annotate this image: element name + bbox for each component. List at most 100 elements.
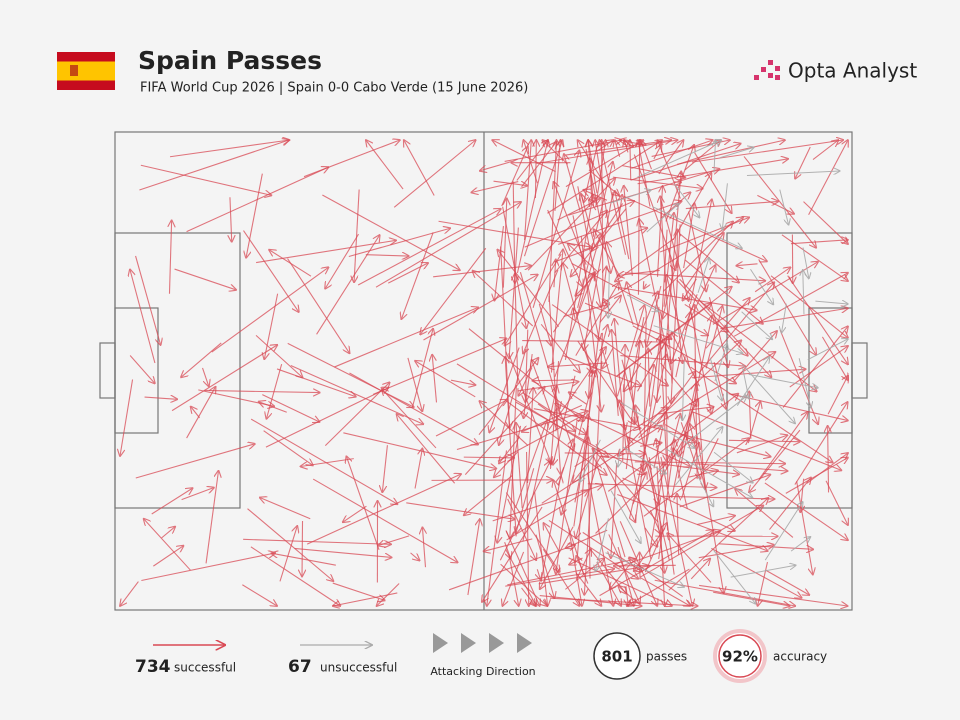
- pass-arrow: [577, 186, 601, 307]
- pass-arrow: [553, 375, 576, 465]
- pass-arrow: [523, 140, 562, 257]
- pass-arrow: [201, 367, 209, 386]
- pass-arrow: [640, 505, 763, 578]
- pass-arrow: [679, 475, 771, 508]
- pass-arrow: [532, 150, 579, 308]
- pass-arrow: [796, 481, 813, 574]
- pass-arrow: [633, 154, 675, 271]
- pass-arrow: [827, 376, 848, 415]
- pass-arrow: [564, 195, 593, 360]
- pass-arrow: [794, 402, 848, 485]
- pass-arrow: [782, 326, 848, 408]
- brand-logo: [754, 60, 780, 80]
- pass-arrow: [564, 453, 646, 454]
- pass-arrow: [690, 559, 710, 580]
- pass-arrow: [652, 206, 742, 249]
- pass-arrow: [632, 325, 736, 384]
- pass-arrow: [505, 549, 537, 606]
- pass-arrow: [602, 348, 614, 368]
- pass-arrow: [404, 140, 435, 196]
- pass-arrow: [527, 451, 529, 606]
- pass-arrow: [521, 142, 557, 188]
- pass-arrow: [171, 345, 277, 412]
- pass-arrow: [641, 423, 771, 456]
- pass-arrow: [629, 367, 636, 424]
- pass-arrow: [505, 530, 540, 606]
- title: Spain Passes: [138, 46, 322, 75]
- accuracy-value: 92%: [722, 648, 758, 666]
- pass-arrow: [705, 306, 722, 369]
- pass-arrow: [662, 221, 733, 292]
- pass-arrow: [676, 279, 748, 356]
- pass-arrow: [808, 140, 848, 215]
- pass-arrow: [592, 203, 624, 250]
- pass-arrow: [618, 586, 635, 601]
- pass-arrow: [141, 553, 275, 582]
- passes-label: passes: [646, 650, 687, 664]
- pass-arrow: [614, 319, 627, 454]
- pass-arrow: [714, 343, 727, 382]
- pass-arrow: [601, 346, 626, 430]
- pass-arrow: [561, 425, 589, 515]
- pass-arrow: [191, 406, 201, 419]
- pass-arrow: [689, 199, 711, 305]
- pass-arrow: [287, 258, 350, 354]
- pass-arrow: [764, 482, 848, 540]
- pass-arrow: [503, 198, 506, 288]
- pass-arrow: [420, 247, 487, 334]
- pass-arrow: [397, 414, 456, 484]
- pass-arrow: [617, 493, 768, 551]
- pass-arrow: [526, 388, 534, 484]
- pass-arrow: [634, 291, 658, 347]
- pass-arrow: [153, 546, 183, 567]
- pass-arrow: [611, 462, 618, 558]
- pass-arrow: [260, 497, 311, 520]
- pass-arrow: [647, 464, 670, 561]
- pass-arrow: [599, 140, 627, 255]
- pass-arrow: [415, 361, 476, 398]
- pass-arrow: [480, 160, 512, 171]
- pass-arrow: [410, 552, 420, 561]
- pass-arrow: [205, 471, 218, 564]
- pass-arrow: [660, 362, 697, 406]
- pass-arrow: [713, 550, 756, 603]
- pass-arrow: [516, 423, 523, 509]
- pass-arrow: [625, 341, 640, 470]
- pass-arrow: [575, 572, 602, 606]
- pass-arrow: [265, 388, 388, 448]
- pass-arrow: [821, 336, 848, 380]
- pass-arrow: [324, 382, 389, 447]
- pass-arrow: [263, 430, 313, 466]
- pass-arrow: [722, 183, 728, 229]
- pass-arrow: [807, 339, 848, 361]
- pass-arrow: [186, 387, 216, 439]
- pass-arrow: [782, 303, 787, 333]
- pass-arrow: [758, 412, 808, 480]
- pass-arrow: [685, 201, 779, 210]
- pass-arrow: [204, 390, 319, 392]
- pass-arrow: [708, 297, 728, 367]
- pass-arrow: [575, 549, 591, 581]
- pass-arrow: [770, 275, 848, 338]
- pass-arrow: [393, 140, 475, 208]
- pass-arrow: [547, 209, 583, 286]
- pass-arrow: [660, 201, 688, 301]
- pass-arrow: [615, 191, 630, 260]
- pass-arrow: [599, 295, 621, 323]
- pass-arrow: [802, 247, 809, 278]
- pass-arrow: [631, 140, 712, 169]
- pass-arrow: [658, 140, 684, 175]
- pass-arrow: [144, 397, 178, 399]
- pass-arrow: [588, 140, 598, 194]
- pass-arrow: [787, 275, 848, 365]
- legend: 734 successful 67 unsuccessful Attacking…: [135, 629, 827, 683]
- pass-arrow: [580, 439, 601, 482]
- pass-arrow: [494, 225, 505, 301]
- pass-arrow: [754, 267, 790, 293]
- pass-arrow: [247, 508, 333, 581]
- pass-arrow: [719, 147, 754, 159]
- pass-arrow: [516, 468, 535, 533]
- pass-arrow: [815, 301, 848, 304]
- pass-arrow: [642, 365, 654, 424]
